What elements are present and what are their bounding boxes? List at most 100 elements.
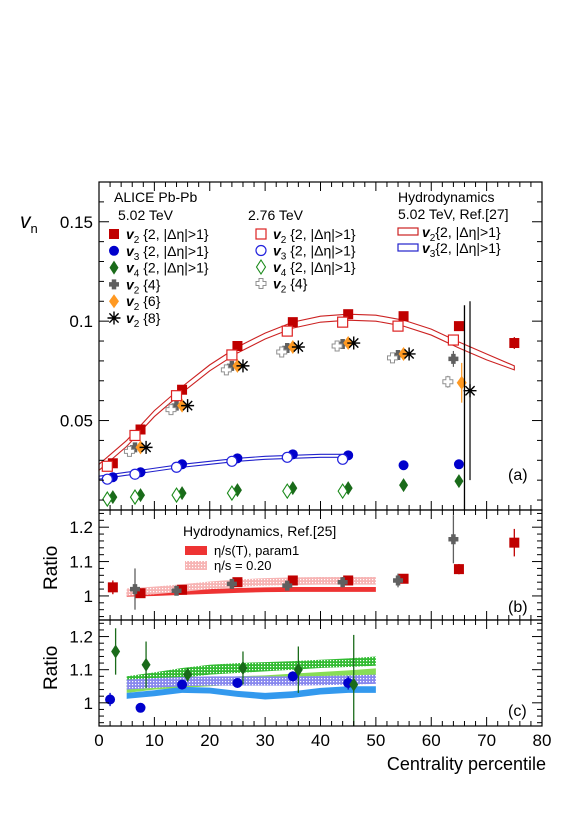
panel-c-axis: 1 1.1 1.2 0 10 20 30 40 50 60 70 80: [69, 620, 551, 750]
data-point: [177, 584, 188, 595]
panel-a-axis: 0.05 0.1 0.15: [60, 181, 543, 510]
data-point: [453, 321, 464, 332]
data-point: [129, 442, 140, 453]
legend-label: v2 {8}: [126, 310, 161, 330]
data-point: [448, 353, 459, 364]
data-point: [171, 585, 182, 596]
data-point: [398, 573, 409, 584]
panel-b: 1 1.1 1.2 Ratio (b) Hydrodynamics, Ref.[25…: [41, 509, 543, 621]
x-tick-label: 30: [256, 731, 275, 750]
data-point: [226, 485, 238, 502]
x-tick-label: 20: [200, 731, 219, 750]
panel-a-label: (a): [508, 467, 528, 484]
data-point: [226, 349, 238, 361]
legend-marker: [109, 279, 119, 290]
data-point: [402, 347, 416, 361]
data-point: [135, 702, 146, 713]
data-point: [393, 575, 404, 586]
legend-label: η/s(T), param1: [214, 543, 299, 558]
legend-label: v2 {4}: [126, 276, 161, 296]
legend-marker: [255, 278, 267, 289]
legend-marker: [255, 228, 267, 240]
data-point: [183, 667, 193, 682]
legend-label: v4 {2, |Δη|>1}: [126, 260, 209, 280]
data-point: [337, 577, 348, 588]
x-tick-label: 10: [145, 731, 164, 750]
x-axis-label: Centrality percentile: [387, 754, 546, 774]
x-tick-label: 0: [94, 731, 103, 750]
data-point: [393, 349, 404, 360]
x-tick-label: 70: [477, 731, 496, 750]
data-point: [337, 453, 349, 465]
header-hydro-ref: 5.02 TeV, Ref.[27]: [398, 206, 509, 222]
legend-band: [185, 561, 207, 570]
legend-marker: [109, 294, 119, 309]
data-point: [220, 364, 232, 376]
data-point: [287, 671, 298, 682]
legend-marker: [109, 245, 119, 256]
data-point: [236, 359, 250, 373]
y-tick-label: 1.2: [69, 518, 93, 537]
data-point: [129, 429, 141, 442]
data-point: [337, 339, 348, 350]
data-point: [386, 352, 398, 364]
data-point: [392, 320, 404, 332]
legend-marker: [109, 229, 119, 239]
model-band: [126, 656, 376, 688]
data-point: [232, 341, 243, 351]
legend-label: v3{2, |Δη|>1}: [422, 240, 501, 260]
legend-label: v3 {2, |Δη|>1}: [126, 243, 209, 263]
data-point: [226, 578, 237, 589]
data-point: [129, 584, 140, 595]
data-point: [101, 473, 113, 485]
data-point: [509, 537, 520, 548]
data-point: [276, 346, 288, 358]
panel-c-label: (c): [508, 703, 527, 720]
legend-label: η/s = 0.20: [214, 558, 271, 573]
data-point: [232, 577, 243, 588]
data-point: [282, 483, 293, 500]
data-point: [343, 309, 354, 320]
y-tick-label: 1.2: [69, 628, 93, 647]
legend-label: v2{2, |Δη|>1}: [422, 224, 501, 244]
legend-marker: [255, 258, 267, 276]
data-point: [170, 390, 183, 402]
data-point: [170, 461, 183, 473]
data-point: [463, 384, 477, 398]
data-point: [181, 399, 195, 413]
panel-b-legend-title: Hydrodynamics, Ref.[25]: [183, 523, 336, 539]
data-point: [399, 478, 409, 493]
data-point: [454, 474, 464, 489]
y-tick-label: 1: [84, 587, 93, 606]
data-point: [442, 376, 454, 388]
y-tick-label: 1.1: [69, 661, 93, 680]
legend-marker: [107, 311, 121, 325]
data-point: [456, 375, 467, 390]
panel-c: 1 1.1 1.2 0 10 20 30 40 50 60 70 80 Ratio (c) Centr…: [41, 619, 551, 774]
model-band: [126, 577, 376, 596]
data-point: [349, 677, 359, 692]
data-point: [337, 483, 348, 500]
data-point: [105, 694, 116, 705]
header-alice: ALICE Pb-Pb: [114, 189, 197, 205]
data-point: [453, 564, 464, 575]
data-point: [287, 317, 298, 328]
data-point: [293, 662, 303, 677]
panel-c-ylabel: Ratio: [41, 646, 62, 690]
legend-marker: [255, 244, 267, 257]
data-point: [509, 338, 520, 349]
model-band: [126, 587, 376, 597]
x-tick-label: 40: [311, 731, 330, 750]
y-tick-label: 1.1: [69, 553, 93, 572]
data-point: [232, 677, 243, 688]
data-point: [337, 316, 349, 328]
y-tick-label: 1: [84, 694, 93, 713]
data-point: [453, 459, 464, 470]
x-tick-label: 50: [366, 731, 385, 750]
legend-band: [397, 227, 419, 236]
panel-c-plot: [105, 628, 376, 726]
legend-label: v4 {2, |Δη|>1}: [273, 259, 356, 279]
data-point: [177, 384, 188, 395]
